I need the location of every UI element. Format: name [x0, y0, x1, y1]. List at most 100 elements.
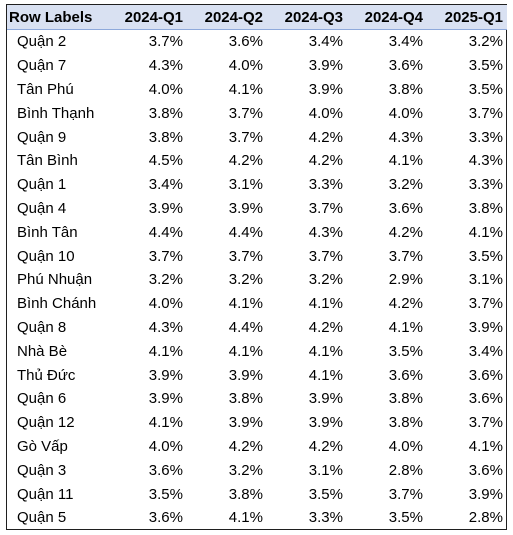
row-label-cell[interactable]: Thủ Đức — [17, 366, 76, 384]
value-cell[interactable]: 4.0% — [308, 104, 343, 122]
value-cell[interactable]: 4.1% — [228, 80, 263, 98]
row-labels-header[interactable]: Row Labels — [7, 5, 107, 30]
value-cell[interactable]: 3.2% — [388, 176, 423, 194]
value-cell[interactable]: 3.7% — [308, 247, 343, 265]
value-cell[interactable]: 3.4% — [148, 176, 183, 194]
value-cell[interactable]: 2.9% — [388, 271, 423, 289]
value-cell[interactable]: 3.5% — [468, 80, 503, 98]
value-cell[interactable]: 4.0% — [388, 104, 423, 122]
value-cell[interactable]: 3.7% — [228, 104, 263, 122]
value-cell[interactable]: 3.2% — [148, 271, 183, 289]
value-cell[interactable]: 4.1% — [228, 509, 263, 527]
value-cell[interactable]: 3.5% — [468, 247, 503, 265]
value-cell[interactable]: 4.3% — [148, 57, 183, 75]
value-cell[interactable]: 3.5% — [148, 485, 183, 503]
value-cell[interactable]: 4.1% — [228, 295, 263, 313]
row-label-cell[interactable]: Phú Nhuận — [17, 271, 93, 289]
value-cell[interactable]: 3.7% — [388, 247, 423, 265]
value-cell[interactable]: 4.2% — [228, 152, 263, 170]
value-cell[interactable]: 3.2% — [228, 271, 263, 289]
value-cell[interactable]: 3.3% — [308, 509, 343, 527]
value-cell[interactable]: 3.6% — [388, 57, 423, 75]
value-cell[interactable]: 2.8% — [388, 461, 423, 479]
row-label-cell[interactable]: Quận 6 — [17, 390, 67, 408]
value-cell[interactable]: 3.8% — [388, 80, 423, 98]
value-cell[interactable]: 3.7% — [148, 247, 183, 265]
value-cell[interactable]: 4.0% — [148, 80, 183, 98]
row-label-cell[interactable]: Quận 11 — [17, 485, 74, 503]
value-cell[interactable]: 3.1% — [228, 176, 263, 194]
value-cell[interactable]: 4.4% — [228, 223, 263, 241]
value-cell[interactable]: 3.8% — [388, 414, 423, 432]
value-cell[interactable]: 3.8% — [468, 199, 503, 217]
row-label-cell[interactable]: Bình Thạnh — [17, 104, 95, 122]
value-cell[interactable]: 4.1% — [388, 152, 423, 170]
value-cell[interactable]: 4.2% — [308, 152, 343, 170]
row-label-cell[interactable]: Quận 3 — [17, 461, 67, 479]
value-cell[interactable]: 3.7% — [468, 414, 503, 432]
value-cell[interactable]: 3.9% — [228, 199, 263, 217]
value-cell[interactable]: 4.1% — [468, 437, 503, 455]
value-cell[interactable]: 3.6% — [468, 390, 503, 408]
row-label-cell[interactable]: Quận 8 — [17, 318, 67, 336]
value-cell[interactable]: 4.1% — [388, 318, 423, 336]
value-cell[interactable]: 3.5% — [308, 485, 343, 503]
value-cell[interactable]: 3.9% — [148, 366, 183, 384]
value-cell[interactable]: 3.7% — [468, 295, 503, 313]
value-cell[interactable]: 3.6% — [228, 33, 263, 51]
value-cell[interactable]: 2.8% — [468, 509, 503, 527]
value-cell[interactable]: 3.8% — [148, 128, 183, 146]
value-cell[interactable]: 3.9% — [308, 57, 343, 75]
value-cell[interactable]: 3.7% — [388, 485, 423, 503]
value-cell[interactable]: 3.4% — [308, 33, 343, 51]
value-cell[interactable]: 4.2% — [388, 295, 423, 313]
value-cell[interactable]: 3.9% — [468, 485, 503, 503]
value-cell[interactable]: 3.2% — [228, 461, 263, 479]
value-cell[interactable]: 3.4% — [468, 342, 503, 360]
value-cell[interactable]: 4.1% — [308, 342, 343, 360]
value-cell[interactable]: 4.2% — [228, 437, 263, 455]
row-label-cell[interactable]: Nhà Bè — [17, 342, 68, 360]
row-label-cell[interactable]: Quận 5 — [17, 509, 67, 527]
row-label-cell[interactable]: Bình Tân — [17, 223, 78, 241]
row-label-cell[interactable]: Tân Phú — [17, 80, 74, 98]
value-cell[interactable]: 4.2% — [308, 318, 343, 336]
value-cell[interactable]: 3.9% — [308, 390, 343, 408]
value-cell[interactable]: 4.2% — [308, 128, 343, 146]
column-header-2024-q2[interactable]: 2024-Q2 — [187, 5, 267, 30]
value-cell[interactable]: 3.8% — [388, 390, 423, 408]
value-cell[interactable]: 3.7% — [148, 33, 183, 51]
row-label-cell[interactable]: Quận 7 — [17, 57, 67, 75]
value-cell[interactable]: 4.1% — [148, 414, 183, 432]
value-cell[interactable]: 3.6% — [148, 461, 183, 479]
value-cell[interactable]: 3.3% — [468, 176, 503, 194]
value-cell[interactable]: 3.3% — [308, 176, 343, 194]
value-cell[interactable]: 3.9% — [148, 390, 183, 408]
value-cell[interactable]: 3.5% — [468, 57, 503, 75]
row-label-cell[interactable]: Bình Chánh — [17, 295, 97, 313]
value-cell[interactable]: 3.9% — [148, 199, 183, 217]
column-header-2024-q1[interactable]: 2024-Q1 — [107, 5, 187, 30]
value-cell[interactable]: 4.4% — [228, 318, 263, 336]
value-cell[interactable]: 4.0% — [148, 437, 183, 455]
value-cell[interactable]: 3.1% — [308, 461, 343, 479]
value-cell[interactable]: 3.6% — [388, 199, 423, 217]
row-label-cell[interactable]: Quận 4 — [17, 199, 67, 217]
value-cell[interactable]: 3.6% — [388, 366, 423, 384]
value-cell[interactable]: 4.1% — [228, 342, 263, 360]
value-cell[interactable]: 4.1% — [308, 366, 343, 384]
value-cell[interactable]: 3.9% — [308, 414, 343, 432]
value-cell[interactable]: 4.0% — [388, 437, 423, 455]
row-label-cell[interactable]: Quận 1 — [17, 176, 67, 194]
value-cell[interactable]: 3.7% — [228, 128, 263, 146]
row-label-cell[interactable]: Tân Bình — [17, 152, 78, 170]
value-cell[interactable]: 4.1% — [468, 223, 503, 241]
value-cell[interactable]: 3.9% — [308, 80, 343, 98]
value-cell[interactable]: 3.9% — [228, 366, 263, 384]
value-cell[interactable]: 3.2% — [468, 33, 503, 51]
value-cell[interactable]: 3.7% — [468, 104, 503, 122]
value-cell[interactable]: 3.3% — [468, 128, 503, 146]
row-label-cell[interactable]: Quận 2 — [17, 33, 67, 51]
row-label-cell[interactable]: Quận 10 — [17, 247, 75, 265]
value-cell[interactable]: 3.7% — [308, 199, 343, 217]
